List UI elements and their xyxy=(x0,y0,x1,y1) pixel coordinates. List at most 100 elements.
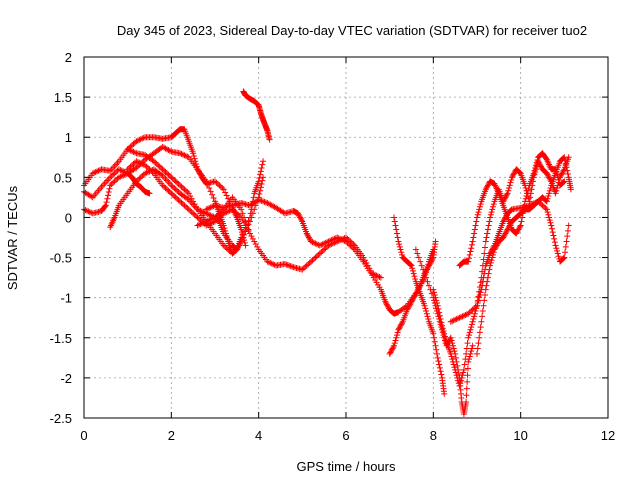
data-point xyxy=(225,208,232,215)
data-point xyxy=(522,195,529,202)
data-point xyxy=(184,205,191,212)
data-point xyxy=(103,199,110,206)
data-point xyxy=(172,186,179,193)
data-point xyxy=(248,214,255,221)
data-point xyxy=(484,226,491,233)
data-point xyxy=(406,302,413,309)
data-point xyxy=(121,168,128,175)
data-point xyxy=(289,263,296,270)
data-point xyxy=(161,183,168,190)
data-point xyxy=(206,211,213,218)
data-point xyxy=(137,174,144,181)
data-point xyxy=(197,217,204,224)
data-point xyxy=(133,138,140,145)
data-point xyxy=(407,261,414,268)
data-point xyxy=(209,203,216,210)
y-axis-label: SDTVAR / TECUs xyxy=(5,185,20,290)
data-point xyxy=(468,345,475,352)
data-point xyxy=(150,158,157,165)
data-point xyxy=(546,214,553,221)
data-point xyxy=(130,148,137,155)
data-point xyxy=(200,209,207,216)
data-point xyxy=(161,167,168,174)
data-point xyxy=(163,170,170,177)
data-point xyxy=(126,146,133,153)
data-point xyxy=(136,175,143,182)
data-point xyxy=(423,310,430,317)
data-point xyxy=(471,310,478,317)
data-point xyxy=(134,177,141,184)
data-point xyxy=(223,209,230,216)
data-point xyxy=(514,229,521,236)
data-point xyxy=(559,168,566,175)
data-point xyxy=(298,217,305,224)
data-point xyxy=(451,364,458,371)
data-point xyxy=(163,186,170,193)
data-point xyxy=(387,349,394,356)
data-point xyxy=(482,291,489,298)
data-point xyxy=(465,332,472,339)
data-point xyxy=(510,171,517,178)
data-point xyxy=(559,255,566,262)
data-point xyxy=(460,366,467,373)
data-point xyxy=(212,218,218,225)
data-point xyxy=(169,175,176,182)
data-point xyxy=(502,230,509,237)
data-point xyxy=(250,194,257,201)
data-point xyxy=(182,203,189,210)
data-point xyxy=(343,234,349,241)
data-point xyxy=(258,181,265,188)
data-point xyxy=(133,158,140,165)
data-point xyxy=(539,202,546,209)
data-point xyxy=(118,172,125,179)
data-point xyxy=(549,229,556,236)
data-point xyxy=(464,378,471,385)
data-point xyxy=(172,178,179,185)
data-point xyxy=(441,333,448,340)
data-point xyxy=(508,174,515,181)
data-point xyxy=(331,239,338,246)
series-track-o xyxy=(456,150,568,269)
data-point xyxy=(554,250,561,257)
data-point xyxy=(210,195,217,202)
data-point xyxy=(206,205,213,212)
data-point xyxy=(434,354,441,361)
data-point xyxy=(328,241,335,248)
data-point xyxy=(113,177,120,184)
data-point xyxy=(341,235,348,242)
data-point xyxy=(501,231,508,238)
data-point xyxy=(178,150,185,157)
data-point xyxy=(145,164,152,171)
data-point xyxy=(452,316,459,323)
data-point xyxy=(560,255,567,262)
data-point xyxy=(214,181,221,188)
data-point xyxy=(475,297,482,304)
data-point xyxy=(177,150,184,157)
x-tick-label: 10 xyxy=(513,428,527,443)
data-point xyxy=(405,304,412,311)
data-point xyxy=(544,209,551,216)
data-point xyxy=(178,183,185,190)
data-point xyxy=(564,227,571,234)
data-point xyxy=(94,168,101,175)
data-point xyxy=(238,238,245,245)
data-point xyxy=(398,321,405,328)
data-point xyxy=(483,282,490,289)
data-point xyxy=(236,241,243,248)
data-point xyxy=(500,217,507,224)
data-point xyxy=(235,243,242,250)
data-point xyxy=(212,178,218,185)
data-point xyxy=(184,189,191,196)
data-point xyxy=(182,152,189,159)
data-point xyxy=(561,154,568,161)
data-point xyxy=(206,185,213,192)
data-point xyxy=(260,198,267,205)
data-point xyxy=(465,255,472,262)
data-point xyxy=(262,199,269,206)
data-point xyxy=(391,342,398,349)
data-point xyxy=(436,309,443,316)
data-point xyxy=(209,219,216,226)
data-point xyxy=(471,226,478,233)
data-point xyxy=(335,237,342,244)
data-point xyxy=(159,182,166,189)
